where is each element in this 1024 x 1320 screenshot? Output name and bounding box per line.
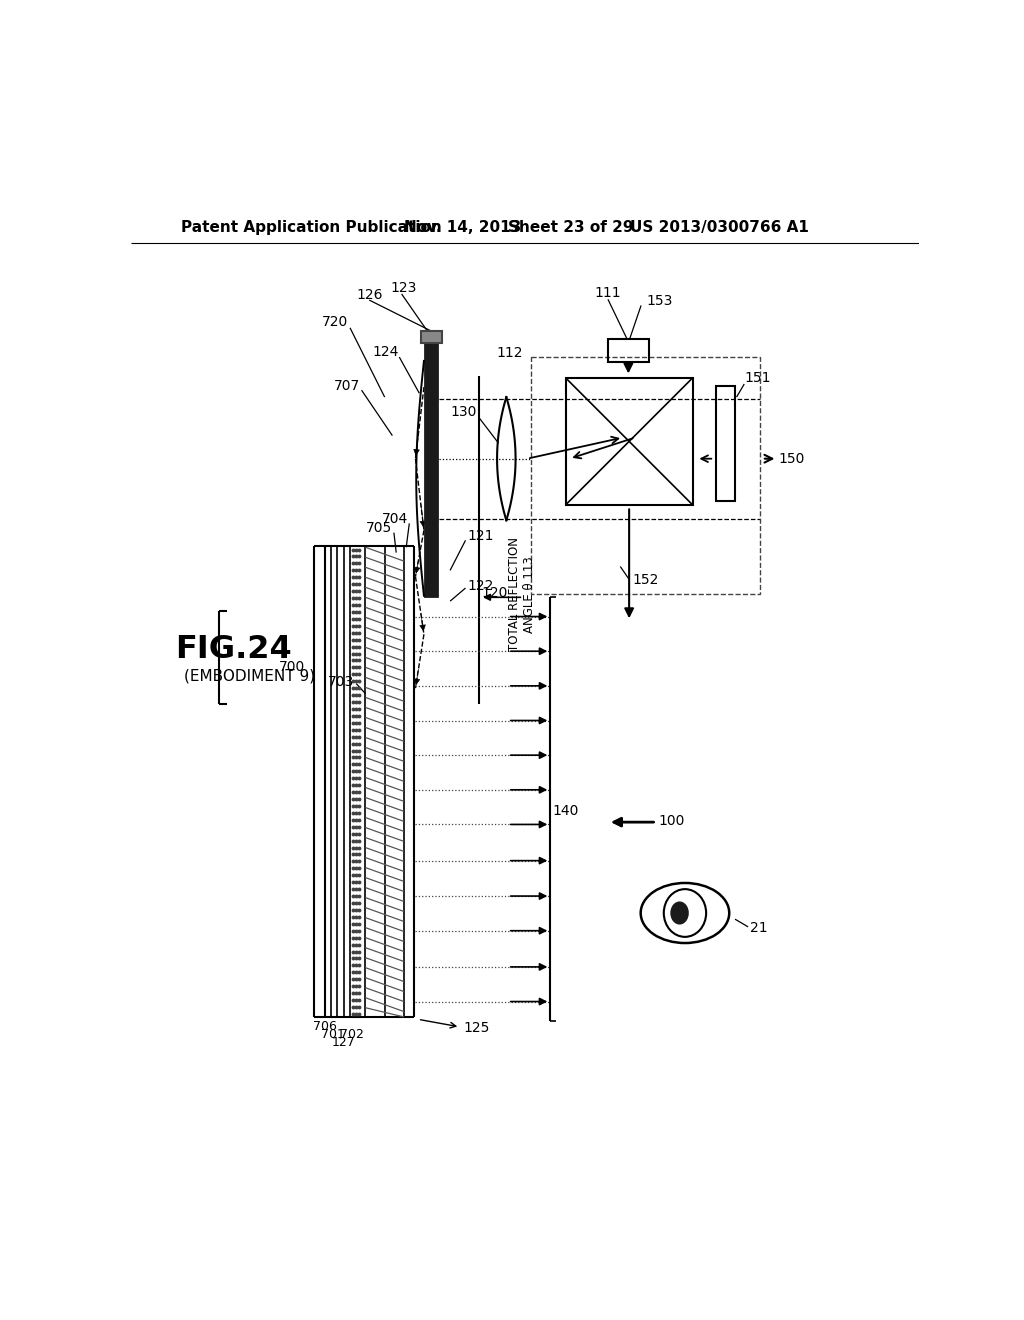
Text: 100: 100 [658, 813, 684, 828]
Text: TOTAL REFLECTION
ANGLE θ 113: TOTAL REFLECTION ANGLE θ 113 [508, 537, 536, 651]
Text: US 2013/0300766 A1: US 2013/0300766 A1 [630, 220, 808, 235]
Bar [608, 339, 649, 363]
Text: 21: 21 [751, 921, 768, 936]
Text: 720: 720 [322, 315, 348, 330]
Ellipse shape [671, 902, 689, 924]
Text: 125: 125 [463, 1022, 489, 1035]
Text: 702: 702 [340, 1028, 364, 1041]
Text: 704: 704 [382, 512, 408, 525]
Text: 152: 152 [633, 573, 659, 587]
Text: 111: 111 [595, 286, 622, 300]
Text: FIG.24: FIG.24 [175, 634, 292, 665]
Text: Nov. 14, 2013: Nov. 14, 2013 [403, 220, 521, 235]
Text: 112: 112 [497, 346, 523, 360]
Text: Patent Application Publication: Patent Application Publication [180, 220, 441, 235]
Text: 707: 707 [334, 379, 360, 392]
Text: 127: 127 [331, 1036, 355, 1049]
Bar [531, 358, 761, 594]
Text: 701: 701 [322, 1028, 345, 1041]
Text: 706: 706 [313, 1020, 337, 1034]
Text: 140: 140 [553, 804, 579, 818]
Text: (EMBODIMENT 9): (EMBODIMENT 9) [184, 668, 315, 684]
Text: 120: 120 [481, 586, 508, 601]
Text: 705: 705 [367, 521, 392, 535]
Ellipse shape [641, 883, 729, 942]
Bar [716, 385, 735, 502]
Text: 153: 153 [646, 294, 673, 308]
Bar [565, 378, 692, 504]
Bar [425, 342, 437, 595]
Text: 150: 150 [779, 451, 805, 466]
Text: Sheet 23 of 29: Sheet 23 of 29 [508, 220, 634, 235]
Text: 123: 123 [391, 281, 417, 294]
Text: 121: 121 [468, 529, 495, 543]
Bar [421, 331, 441, 343]
Text: 124: 124 [372, 346, 398, 359]
Text: 700: 700 [280, 660, 305, 673]
Text: 130: 130 [451, 405, 477, 420]
Ellipse shape [664, 890, 707, 937]
Text: 703: 703 [328, 675, 354, 689]
Text: 126: 126 [356, 289, 383, 302]
Text: 151: 151 [744, 371, 771, 385]
Text: 122: 122 [468, 578, 495, 593]
